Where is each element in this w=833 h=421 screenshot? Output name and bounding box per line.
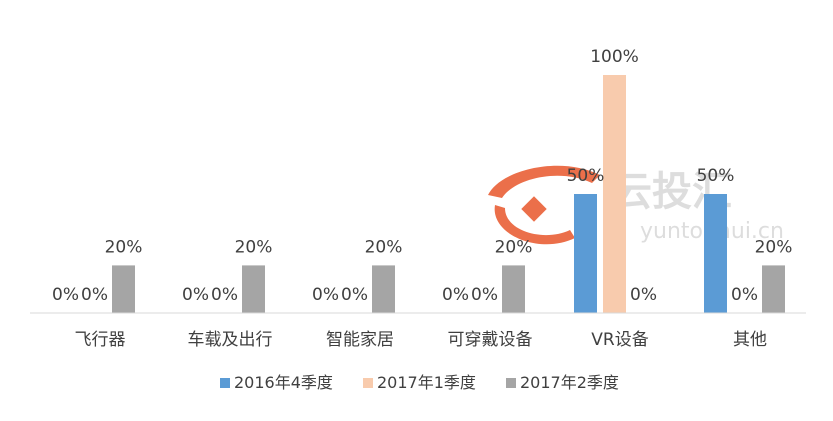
bar-3-3 xyxy=(372,265,395,313)
value-label-3-3: 20% xyxy=(365,237,403,257)
value-label-2-5: 100% xyxy=(590,47,639,67)
value-label-2-1: 0% xyxy=(81,285,108,305)
value-label-2-6: 0% xyxy=(731,285,758,305)
watermark-logo: 云投汇 yuntouhui.cn xyxy=(488,165,784,245)
legend-label-3: 2017年2季度 xyxy=(520,373,619,392)
bar-1-5 xyxy=(574,194,597,313)
category-label-3: 智能家居 xyxy=(326,330,394,350)
legend-label-1: 2016年4季度 xyxy=(234,373,333,392)
bar-3-4 xyxy=(502,265,525,313)
value-label-3-6: 20% xyxy=(755,237,793,257)
value-label-3-1: 20% xyxy=(105,237,143,257)
category-label-6: 其他 xyxy=(733,330,767,350)
value-label-1-5: 50% xyxy=(567,166,605,186)
bar-3-6 xyxy=(762,265,785,313)
bar-3-1 xyxy=(112,265,135,313)
bar-2-5 xyxy=(603,75,626,313)
value-label-3-4: 20% xyxy=(495,237,533,257)
value-label-2-3: 0% xyxy=(341,285,368,305)
legend-label-2: 2017年1季度 xyxy=(377,373,476,392)
legend-swatch-1 xyxy=(220,378,230,388)
value-label-1-6: 50% xyxy=(697,166,735,186)
category-label-2: 车载及出行 xyxy=(188,330,273,350)
value-label-1-3: 0% xyxy=(312,285,339,305)
value-label-1-2: 0% xyxy=(182,285,209,305)
legend-swatch-3 xyxy=(506,378,516,388)
value-label-2-2: 0% xyxy=(211,285,238,305)
legend-swatch-2 xyxy=(363,378,373,388)
category-label-5: VR设备 xyxy=(591,330,648,350)
value-label-1-4: 0% xyxy=(442,285,469,305)
value-label-3-2: 20% xyxy=(235,237,273,257)
value-label-2-4: 0% xyxy=(471,285,498,305)
watermark-swoosh-icon xyxy=(488,165,600,198)
category-label-4: 可穿戴设备 xyxy=(448,330,533,350)
watermark-diamond-icon xyxy=(521,196,547,222)
value-label-3-5: 0% xyxy=(630,285,657,305)
bar-1-6 xyxy=(704,194,727,313)
category-label-1: 飞行器 xyxy=(75,330,126,350)
value-label-1-1: 0% xyxy=(52,285,79,305)
watermark-ring-icon xyxy=(494,205,575,245)
bar-3-2 xyxy=(242,265,265,313)
